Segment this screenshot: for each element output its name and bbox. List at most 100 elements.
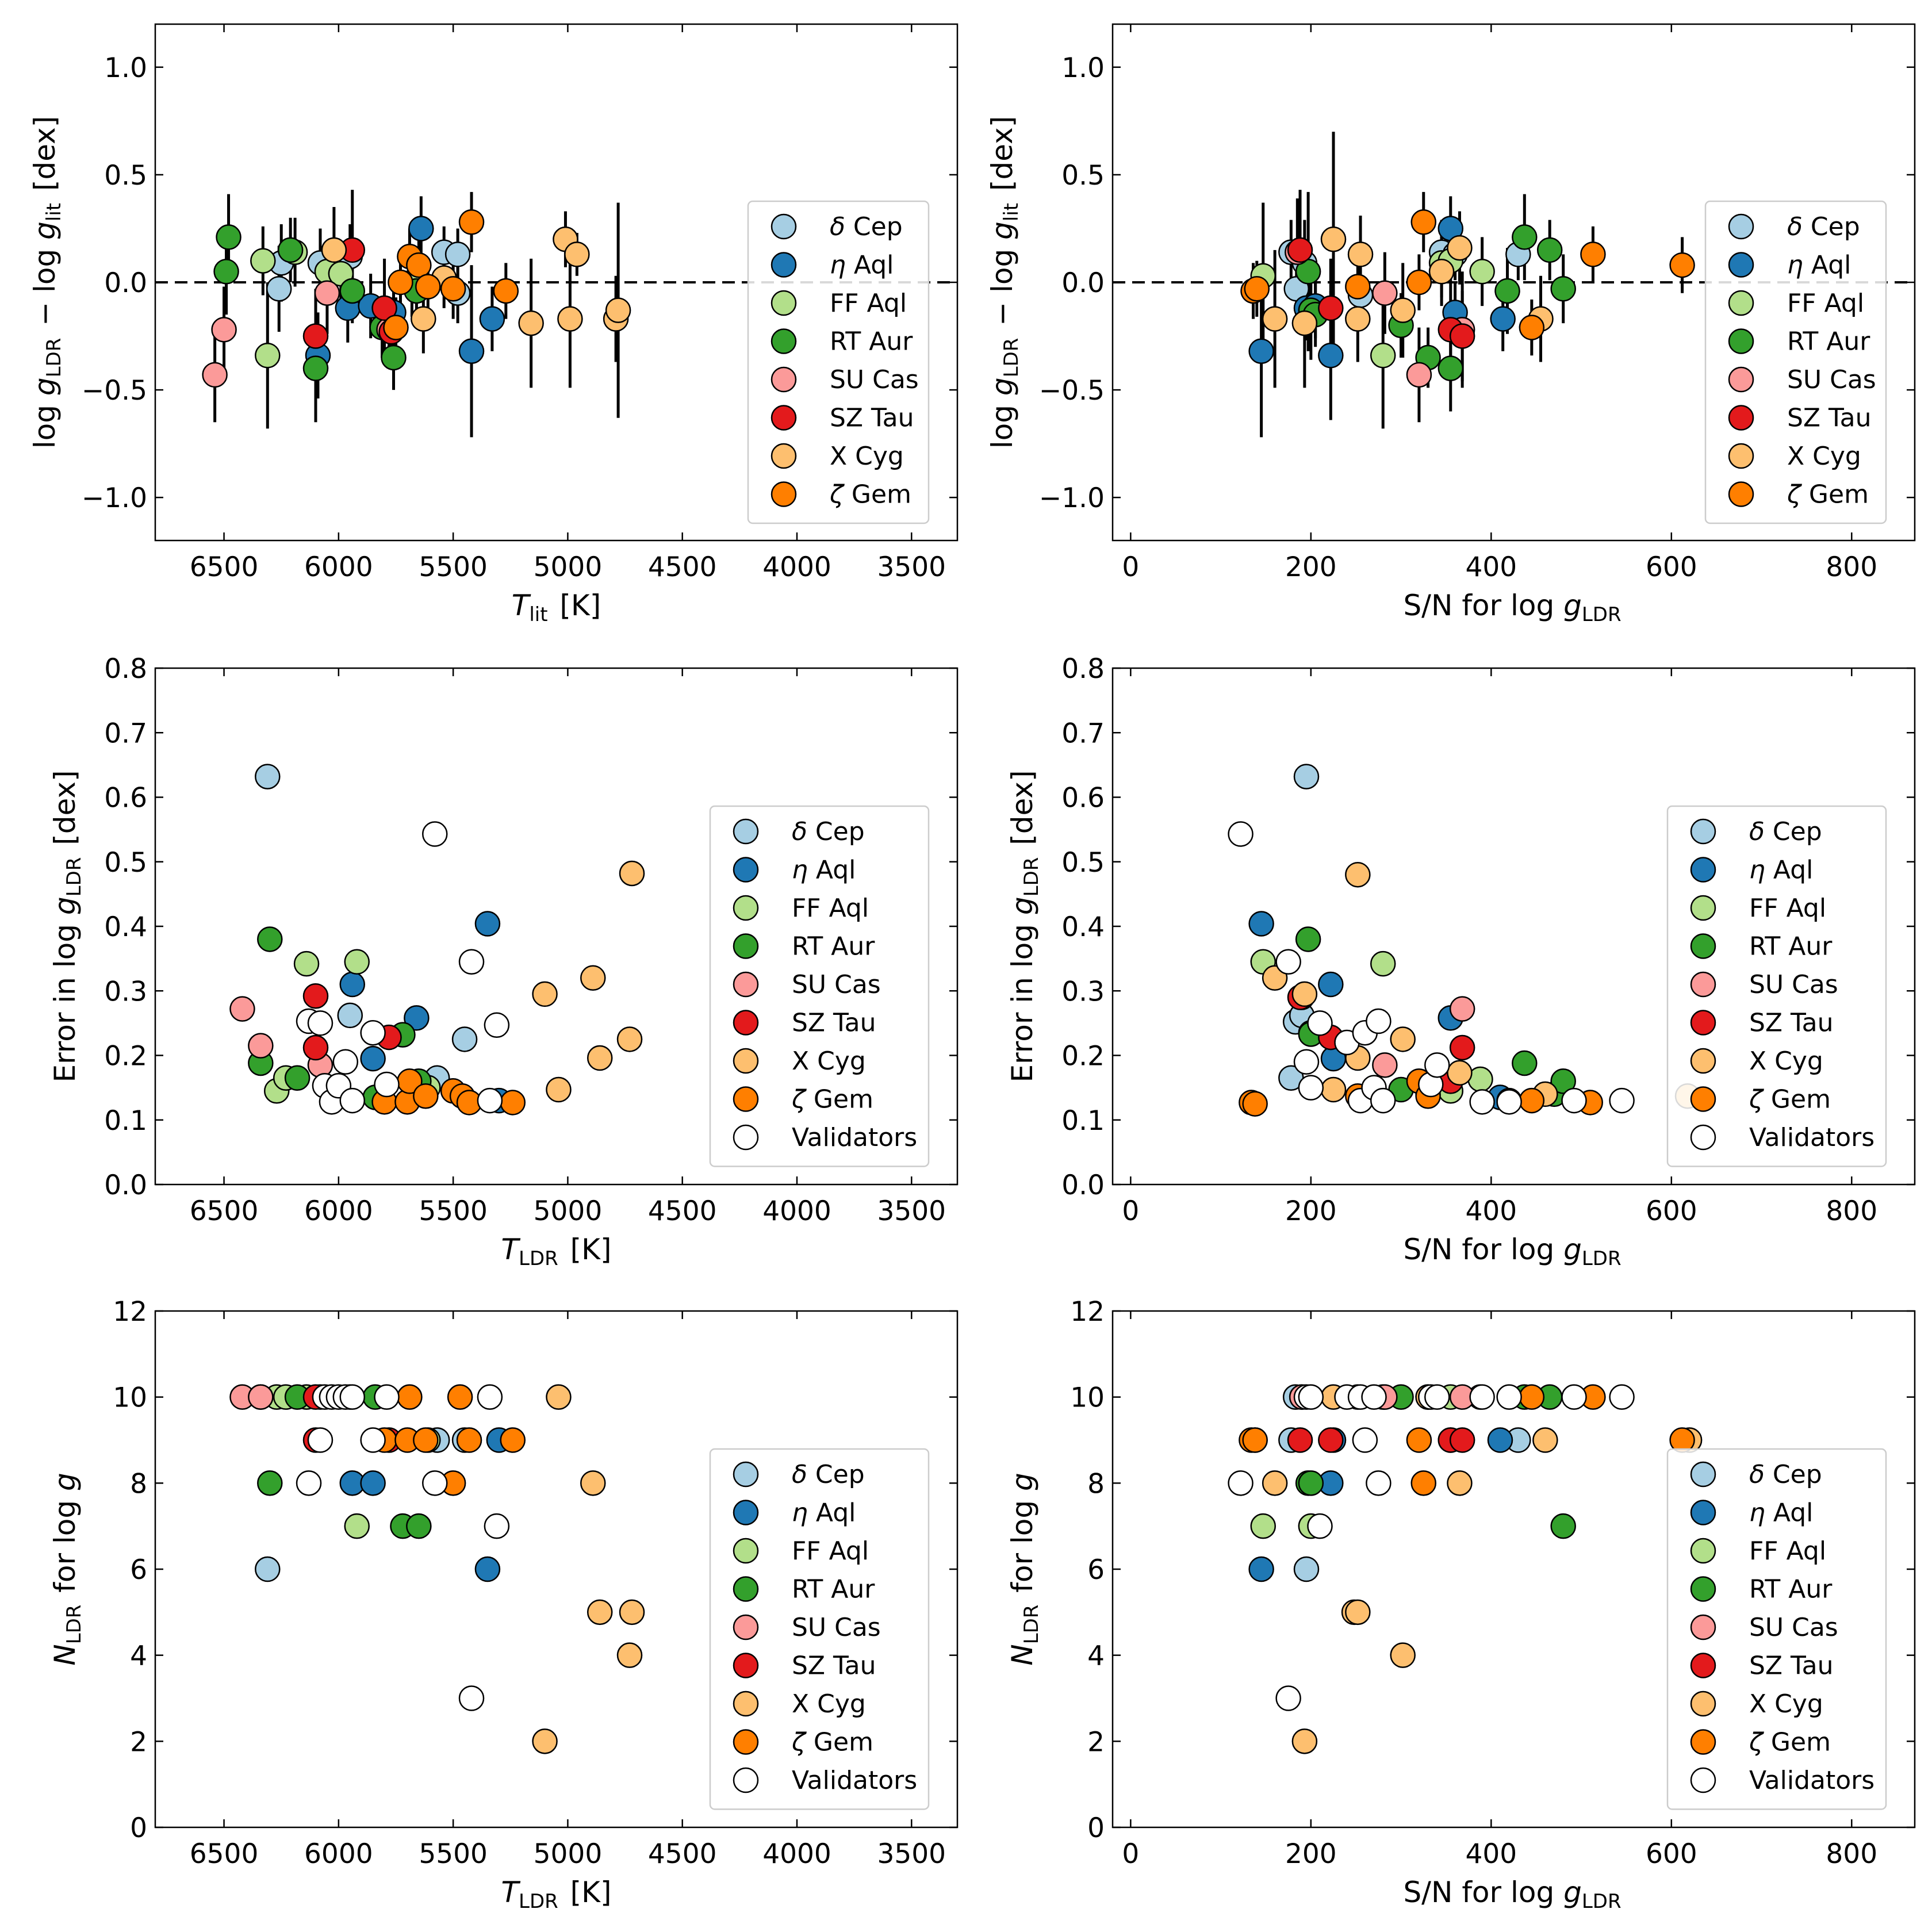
legend-marker-val — [733, 1124, 759, 1151]
y-tick-label: 0.7 — [104, 718, 147, 749]
legend: δ Cep η Aql FF Aql RT Aur SU Cas SZ Tau X Cyg ζ… — [1704, 200, 1887, 524]
legend-marker-sucas — [733, 1614, 759, 1640]
legend-label-rtaur: RT Aur — [792, 932, 875, 961]
y-axis-label: log gLDR − log glit [dex] — [28, 116, 66, 449]
y-axis-label: Error in log gLDR [dex] — [1006, 770, 1043, 1083]
y-tick-label: 6 — [130, 1554, 147, 1586]
data-point-zgem — [1669, 252, 1695, 278]
legend-label-eaql: η Aql — [792, 1498, 856, 1528]
data-point-val — [1496, 1384, 1522, 1410]
legend-marker-zgem — [1728, 481, 1754, 507]
data-point-sztau — [371, 295, 397, 321]
legend-label-sucas: SU Cas — [792, 1613, 881, 1642]
data-point-val — [484, 1012, 510, 1038]
data-point-sucas — [248, 1033, 274, 1059]
x-tick-label: 4500 — [648, 1838, 717, 1870]
data-point-val — [307, 1427, 334, 1453]
data-point-dcep — [444, 241, 471, 267]
legend-label-sztau: SZ Tau — [1787, 404, 1872, 433]
y-axis-label: Error in log gLDR [dex] — [48, 770, 86, 1083]
data-point-xcyg — [619, 1599, 645, 1626]
panel-nldr-vs-sn: 0 200 400 600 800 0 2 4 6 8 10 12 S/N for log gLDR N… — [1006, 1296, 1916, 1913]
data-point-sztau — [1318, 1427, 1344, 1453]
data-point-ffaql — [1370, 950, 1396, 977]
x-tick-label: 0 — [1122, 1195, 1139, 1227]
data-point-xcyg — [1390, 1026, 1416, 1052]
data-point-val — [1307, 1513, 1333, 1539]
legend-label-sucas: SU Cas — [830, 365, 919, 394]
y-tick-label: 6 — [1087, 1554, 1105, 1586]
plot-area — [1240, 132, 1695, 438]
data-point-rtaur — [1536, 237, 1563, 263]
y-tick-label: 10 — [1070, 1382, 1105, 1414]
panel-deviation-vs-sn: 0 200 400 600 800 −1.0 −0.5 0.0 0.5 1.0 S/N for lo… — [986, 23, 1916, 626]
y-tick-label: −0.5 — [82, 375, 147, 407]
data-point-val — [1561, 1384, 1587, 1410]
data-point-zgem — [1410, 1470, 1437, 1496]
legend-label-eaql: η Aql — [830, 251, 894, 280]
legend-label-zgem: ζ Gem — [1749, 1085, 1831, 1114]
legend-marker-xcyg — [770, 443, 797, 469]
y-tick-label: 0.6 — [1061, 783, 1105, 814]
data-point-rtaur — [1438, 355, 1464, 381]
x-tick-label: 6500 — [190, 1195, 259, 1227]
legend-label-zgem: ζ Gem — [791, 1085, 873, 1114]
data-point-xcyg — [1390, 1642, 1416, 1668]
data-point-sucas — [202, 362, 228, 388]
data-point-xcyg — [532, 981, 558, 1007]
x-tick-label: 800 — [1826, 1195, 1877, 1227]
x-tick-label: 600 — [1646, 1195, 1697, 1227]
data-point-rtaur — [1298, 1470, 1324, 1496]
y-tick-label: 10 — [113, 1382, 147, 1414]
data-point-val — [422, 1470, 448, 1496]
legend-label-eaql: η Aql — [792, 856, 856, 885]
legend-label-ffaql: FF Aql — [830, 289, 907, 318]
legend: δ Cep η Aql FF Aql RT Aur SU Cas SZ Tau X Cyg ζ… — [1666, 805, 1887, 1167]
y-tick-label: 0 — [1087, 1812, 1105, 1844]
legend-marker-zgem — [733, 1086, 759, 1112]
y-tick-label: 2 — [130, 1726, 147, 1758]
data-point-xcyg — [546, 1384, 572, 1410]
legend-marker-dcep — [733, 1461, 759, 1488]
legend: δ Cep η Aql FF Aql RT Aur SU Cas SZ Tau X Cyg ζ… — [747, 200, 930, 524]
y-tick-label: 0.7 — [1061, 718, 1105, 749]
data-point-xcyg — [605, 297, 631, 323]
data-point-val — [477, 1384, 503, 1410]
y-tick-label: 12 — [113, 1296, 147, 1328]
legend-marker-val — [733, 1767, 759, 1793]
legend-marker-ffaql — [1690, 1538, 1716, 1564]
data-point-val — [1609, 1384, 1635, 1410]
legend-label-xcyg: X Cyg — [830, 442, 904, 471]
data-point-eaql — [458, 338, 485, 364]
data-point-sucas — [1372, 1052, 1398, 1078]
y-axis-label: NLDR for log g — [48, 1473, 86, 1666]
data-point-xcyg — [1428, 259, 1455, 285]
legend-label-val: Validators — [1749, 1123, 1874, 1152]
data-point-dcep — [337, 1002, 363, 1029]
data-point-rtaur — [1550, 1513, 1576, 1539]
legend-marker-sztau — [733, 1653, 759, 1678]
legend-marker-xcyg — [1690, 1048, 1716, 1074]
legend: δ Cep η Aql FF Aql RT Aur SU Cas SZ Tau X Cyg ζ… — [709, 805, 930, 1167]
legend-label-rtaur: RT Aur — [1749, 1575, 1833, 1604]
legend-marker-ffaql — [733, 895, 759, 921]
y-tick-label: 8 — [1087, 1468, 1105, 1500]
data-point-val — [1561, 1087, 1587, 1114]
data-point-eaql — [408, 216, 434, 241]
legend-marker-eaql — [733, 857, 759, 883]
x-tick-label: 3500 — [877, 1838, 946, 1870]
data-point-zgem — [1519, 1087, 1545, 1114]
data-point-dcep — [255, 764, 281, 789]
data-point-xcyg — [616, 1642, 643, 1668]
x-tick-label: 4000 — [762, 551, 831, 583]
legend-label-dcep: δ Cep — [1749, 1460, 1822, 1489]
x-tick-label: 5500 — [419, 1838, 488, 1870]
data-point-dcep — [451, 1026, 478, 1052]
data-point-eaql — [339, 971, 366, 998]
y-tick-label: 0.0 — [1061, 267, 1105, 299]
data-point-zgem — [1406, 269, 1432, 296]
data-point-ffaql — [250, 248, 276, 274]
data-point-rtaur — [216, 224, 241, 250]
data-point-zgem — [1242, 1427, 1268, 1453]
data-point-xcyg — [1447, 1060, 1473, 1086]
